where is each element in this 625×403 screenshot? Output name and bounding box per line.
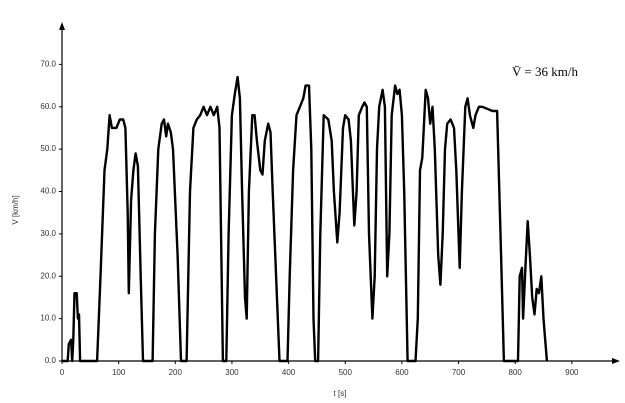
speed-line: [62, 75, 549, 363]
y-tick-label: 40.0: [40, 187, 56, 196]
x-tick-label: 200: [169, 368, 183, 377]
y-arrow: [59, 22, 65, 30]
x-tick-label: 0: [60, 368, 65, 377]
y-axis-label: V [km/h]: [11, 195, 20, 224]
x-tick-label: 100: [112, 368, 126, 377]
y-tick-label: 70.0: [40, 59, 56, 68]
y-tick-label: 60.0: [40, 102, 56, 111]
y-tick-label: 50.0: [40, 144, 56, 153]
y-tick-label: 30.0: [40, 229, 56, 238]
y-tick-label: 0.0: [45, 356, 57, 365]
x-tick-label: 700: [452, 368, 466, 377]
y-tick-label: 20.0: [40, 271, 56, 280]
x-tick-label: 900: [565, 368, 579, 377]
x-arrow: [612, 358, 620, 364]
x-tick-label: 800: [509, 368, 523, 377]
x-axis-label: t [s]: [334, 389, 347, 398]
x-tick-label: 600: [395, 368, 409, 377]
x-tick-label: 300: [225, 368, 239, 377]
x-tick-label: 400: [282, 368, 296, 377]
x-tick-label: 500: [339, 368, 353, 377]
y-tick-label: 10.0: [40, 314, 56, 323]
annotation: V̄ = 36 km/h: [512, 64, 578, 79]
